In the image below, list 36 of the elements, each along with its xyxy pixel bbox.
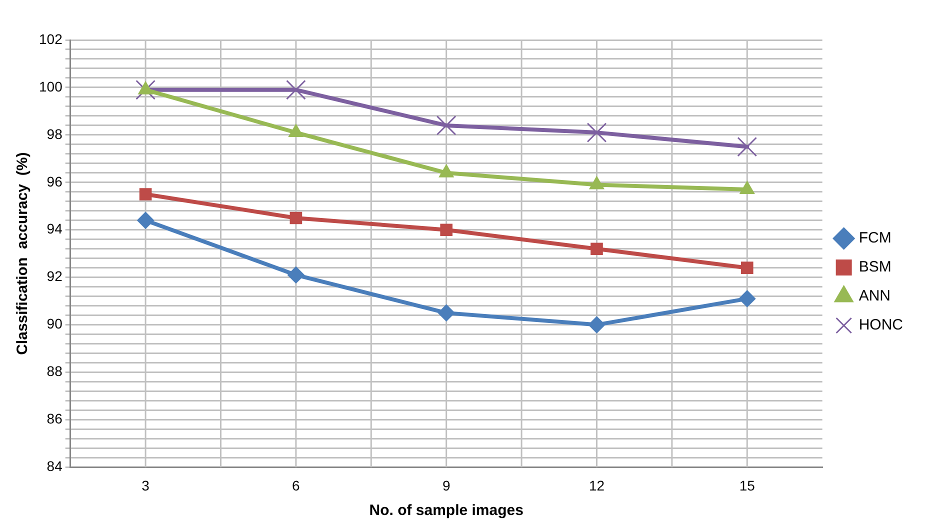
y-axis-title: Classification accuracy (%) bbox=[14, 152, 32, 355]
point bbox=[438, 304, 455, 322]
y-tick-label: 94 bbox=[46, 220, 63, 237]
y-tick-label: 86 bbox=[46, 410, 63, 427]
y-tick-label: 92 bbox=[46, 268, 63, 284]
point bbox=[590, 242, 603, 256]
point bbox=[287, 266, 304, 284]
x-axis-title: No. of sample images bbox=[369, 502, 524, 520]
point bbox=[436, 116, 456, 136]
legend-label: BSM bbox=[858, 258, 892, 276]
y-tick-label: 90 bbox=[46, 316, 63, 332]
point bbox=[586, 122, 607, 143]
legend-label: HONC bbox=[858, 316, 904, 334]
point bbox=[737, 136, 758, 157]
point bbox=[136, 80, 156, 100]
x-tick-label: 12 bbox=[588, 477, 605, 494]
point bbox=[290, 212, 302, 224]
y-tick-label: 84 bbox=[46, 458, 63, 474]
y-tick-label: 100 bbox=[39, 78, 63, 94]
legend-label: ANN bbox=[858, 288, 891, 305]
point bbox=[440, 224, 453, 236]
point bbox=[738, 290, 756, 308]
point bbox=[740, 262, 754, 274]
point bbox=[588, 316, 606, 334]
y-tick-label: 98 bbox=[46, 126, 63, 142]
y-tick-label: 102 bbox=[39, 30, 63, 47]
point bbox=[286, 80, 306, 100]
x-tick-label: 9 bbox=[442, 477, 450, 494]
x-tick-label: 3 bbox=[142, 477, 150, 494]
point bbox=[139, 188, 152, 200]
x-tick-label: 6 bbox=[292, 477, 300, 494]
point bbox=[137, 212, 154, 229]
legend-label: FCM bbox=[858, 230, 892, 247]
y-tick-label: 96 bbox=[46, 173, 63, 190]
y-tick-label: 88 bbox=[46, 363, 63, 380]
x-tick-label: 15 bbox=[739, 477, 756, 494]
